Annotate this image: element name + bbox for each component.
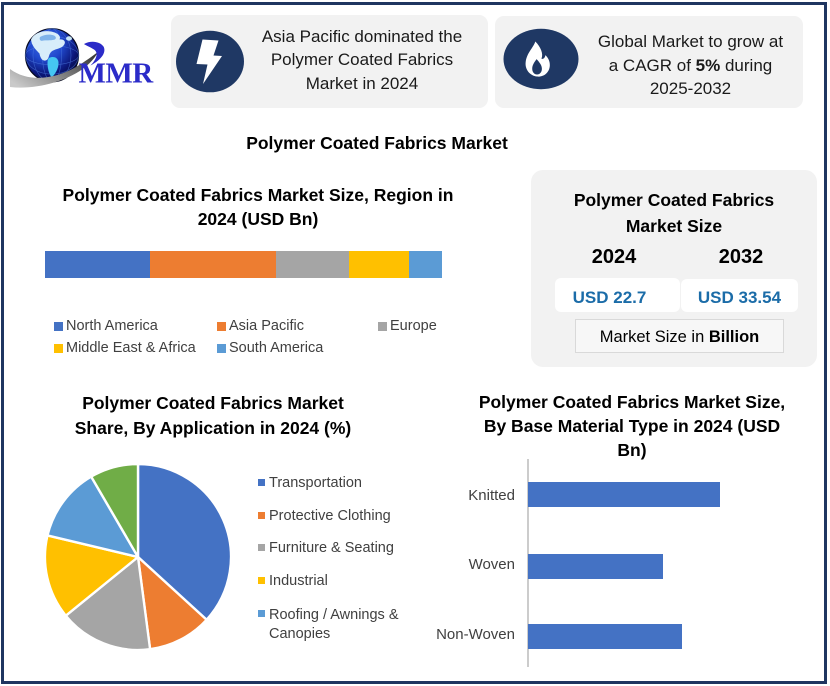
svg-text:MMR: MMR (79, 58, 155, 90)
